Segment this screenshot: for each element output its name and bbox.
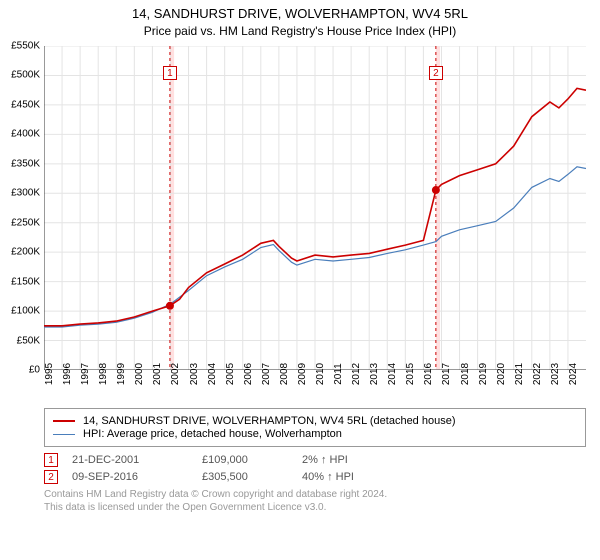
chart-subtitle: Price paid vs. HM Land Registry's House … <box>0 21 600 46</box>
x-tick-label: 2000 <box>134 363 145 385</box>
x-tick-label: 1996 <box>62 363 73 385</box>
x-tick-label: 2008 <box>279 363 290 385</box>
y-tick-label: £0 <box>29 365 40 376</box>
sale-date: 09-SEP-2016 <box>72 471 202 483</box>
x-tick-label: 2015 <box>405 363 416 385</box>
sale-price: £305,500 <box>202 471 302 483</box>
x-tick-label: 2004 <box>207 363 218 385</box>
x-tick-label: 2019 <box>478 363 489 385</box>
y-tick-label: £150K <box>11 276 40 287</box>
x-tick-label: 2003 <box>189 363 200 385</box>
sale-date: 21-DEC-2001 <box>72 454 202 466</box>
x-tick-label: 2002 <box>170 363 181 385</box>
y-tick-label: £450K <box>11 99 40 110</box>
chart-title: 14, SANDHURST DRIVE, WOLVERHAMPTON, WV4 … <box>0 0 600 21</box>
plot-svg <box>44 46 586 370</box>
x-tick-label: 2018 <box>460 363 471 385</box>
y-tick-label: £300K <box>11 188 40 199</box>
y-tick-label: £100K <box>11 306 40 317</box>
y-tick-label: £400K <box>11 129 40 140</box>
x-tick-label: 2013 <box>369 363 380 385</box>
x-tick-label: 1997 <box>80 363 91 385</box>
legend-swatch <box>53 420 75 422</box>
x-tick-label: 2007 <box>261 363 272 385</box>
y-axis-labels: £0£50K£100K£150K£200K£250K£300K£350K£400… <box>2 46 40 370</box>
x-tick-label: 2022 <box>532 363 543 385</box>
x-tick-label: 2012 <box>351 363 362 385</box>
chart-container: 14, SANDHURST DRIVE, WOLVERHAMPTON, WV4 … <box>0 0 600 560</box>
x-tick-label: 2017 <box>441 363 452 385</box>
y-tick-label: £350K <box>11 158 40 169</box>
y-tick-label: £500K <box>11 70 40 81</box>
sale-annotation-box: 1 <box>163 66 177 80</box>
attribution: Contains HM Land Registry data © Crown c… <box>44 488 586 514</box>
x-tick-label: 2024 <box>568 363 579 385</box>
sale-pct: 2% ↑ HPI <box>302 454 392 466</box>
x-tick-label: 2001 <box>152 363 163 385</box>
legend-item: 14, SANDHURST DRIVE, WOLVERHAMPTON, WV4 … <box>53 415 577 427</box>
legend-label: HPI: Average price, detached house, Wolv… <box>83 428 342 440</box>
x-tick-label: 1999 <box>116 363 127 385</box>
legend-swatch <box>53 434 75 435</box>
y-tick-label: £250K <box>11 217 40 228</box>
x-tick-label: 2020 <box>496 363 507 385</box>
x-tick-label: 2011 <box>333 363 344 385</box>
legend-item: HPI: Average price, detached house, Wolv… <box>53 428 577 440</box>
x-tick-label: 2016 <box>423 363 434 385</box>
x-tick-label: 2021 <box>514 363 525 385</box>
sale-row: 2 09-SEP-2016£305,50040% ↑ HPI <box>44 470 586 484</box>
x-tick-label: 1995 <box>44 363 55 385</box>
x-tick-label: 1998 <box>98 363 109 385</box>
y-tick-label: £550K <box>11 41 40 52</box>
x-tick-label: 2005 <box>225 363 236 385</box>
x-axis-labels: 1995199619971998199920002001200220032004… <box>44 370 586 404</box>
chart-plot-area: £0£50K£100K£150K£200K£250K£300K£350K£400… <box>44 46 586 370</box>
y-tick-label: £50K <box>17 335 40 346</box>
sale-marker-box: 1 <box>44 453 58 467</box>
sale-annotation-box: 2 <box>429 66 443 80</box>
x-tick-label: 2010 <box>315 363 326 385</box>
sale-price: £109,000 <box>202 454 302 466</box>
sale-row: 1 21-DEC-2001£109,0002% ↑ HPI <box>44 453 586 467</box>
legend: 14, SANDHURST DRIVE, WOLVERHAMPTON, WV4 … <box>44 408 586 447</box>
sale-marker-box: 2 <box>44 470 58 484</box>
sales-table: 1 21-DEC-2001£109,0002% ↑ HPI 2 09-SEP-2016… <box>44 453 586 484</box>
legend-label: 14, SANDHURST DRIVE, WOLVERHAMPTON, WV4 … <box>83 415 456 427</box>
x-tick-label: 2006 <box>243 363 254 385</box>
attribution-line1: Contains HM Land Registry data © Crown c… <box>44 488 586 501</box>
sale-pct: 40% ↑ HPI <box>302 471 392 483</box>
x-tick-label: 2009 <box>297 363 308 385</box>
y-tick-label: £200K <box>11 247 40 258</box>
x-tick-label: 2014 <box>387 363 398 385</box>
attribution-line2: This data is licensed under the Open Gov… <box>44 501 586 514</box>
x-tick-label: 2023 <box>550 363 561 385</box>
